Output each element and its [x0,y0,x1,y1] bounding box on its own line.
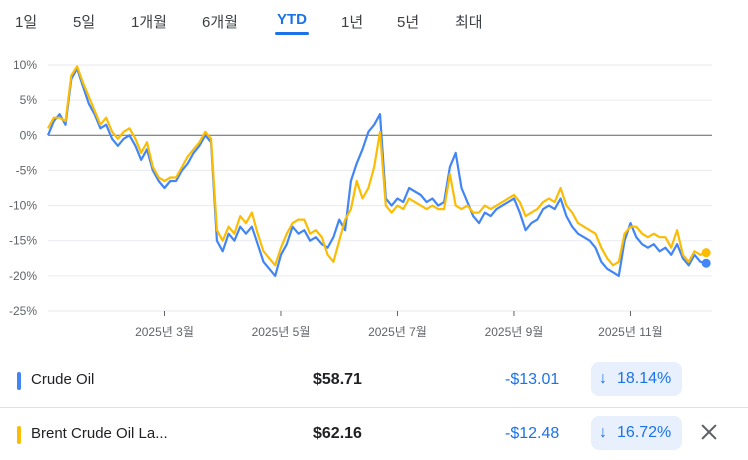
legend-row-brent[interactable]: Brent Crude Oil La... $62.16 -$12.48 ↓ 1… [0,407,748,460]
percent-change: 18.14% [617,370,672,387]
x-tick-label: 2025년 11월 [598,325,663,339]
price-chart[interactable]: 10% 5% 0% -5% -10% -15% -20% -25% 2025년 3월 2025년 … [0,52,748,352]
series-change: -$12.48 [505,425,560,442]
percent-change-badge: ↓ 16.72% [591,416,682,450]
series-end-marker [701,258,711,268]
series-color-swatch [17,426,21,444]
tab-1y[interactable]: 1년 [341,14,364,31]
x-tick-label: 2025년 7월 [368,325,427,339]
range-tabs: 1일 5일 1개월 6개월 YTD 1년 5년 최대 [0,8,748,38]
series-line[interactable] [47,65,707,267]
percent-change-badge: ↓ 18.14% [591,362,682,396]
series-end-marker [701,248,711,258]
series-color-swatch [17,372,21,390]
percent-change: 16.72% [617,424,672,441]
tab-max[interactable]: 최대 [455,14,483,31]
y-tick-label: 10% [13,58,37,72]
remove-comparison-close-icon[interactable] [697,420,721,444]
y-tick-label: -5% [16,163,38,177]
x-tick-label: 2025년 3월 [135,325,194,339]
tab-1m[interactable]: 1개월 [131,14,167,31]
x-tick-label: 2025년 5월 [252,325,311,339]
tab-5d[interactable]: 5일 [73,14,96,31]
y-tick-label: -15% [9,234,37,248]
x-tick-label: 2025년 9월 [485,325,544,339]
legend-row-crude-oil[interactable]: Crude Oil $58.71 -$13.01 ↓ 18.14% [0,354,748,406]
series-change: -$13.01 [505,371,560,388]
y-tick-label: -25% [9,304,37,318]
y-tick-label: -20% [9,269,37,283]
y-tick-label: 5% [20,93,38,107]
tab-5y[interactable]: 5년 [397,14,420,31]
down-arrow-icon: ↓ [599,424,607,441]
tab-ytd[interactable]: YTD [275,11,309,35]
tab-1d[interactable]: 1일 [15,14,38,31]
series-price: $58.71 [313,371,362,388]
y-tick-label: 0% [20,128,38,142]
y-tick-label: -10% [9,199,37,213]
down-arrow-icon: ↓ [599,370,607,387]
tab-6m[interactable]: 6개월 [202,14,238,31]
series-line[interactable] [46,67,707,277]
series-price: $62.16 [313,425,362,442]
series-name: Brent Crude Oil La... [31,425,168,442]
series-name: Crude Oil [31,371,95,388]
